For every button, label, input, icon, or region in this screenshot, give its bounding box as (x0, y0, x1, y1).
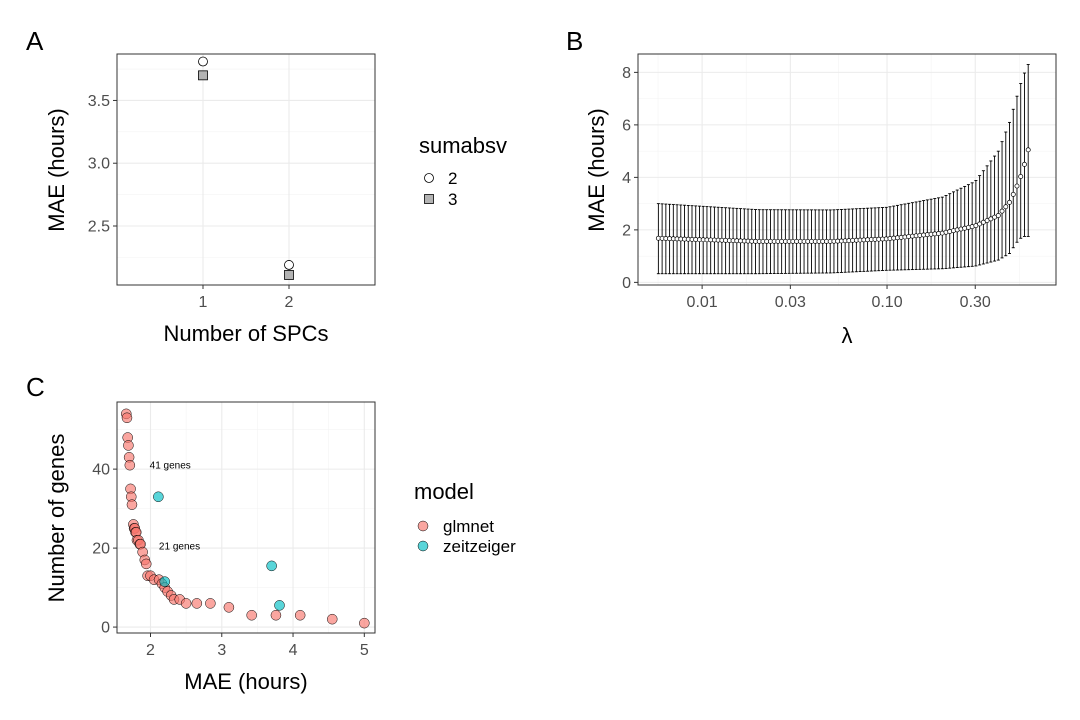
mean-mae-point (1007, 199, 1012, 205)
annotation-label: 41 genes (150, 461, 191, 472)
point-glmnet (205, 598, 216, 609)
y-tick-label: 2.5 (88, 218, 110, 235)
y-tick-label: 3.5 (88, 93, 110, 110)
mean-mae-point (995, 213, 1001, 218)
legend-label-glmnet: glmnet (443, 517, 494, 536)
mean-mae-point (1025, 147, 1031, 153)
point-sumabsv-2 (284, 260, 294, 270)
mean-mae-point (999, 208, 1005, 214)
mean-mae-point (1010, 191, 1016, 197)
x-tick-label: 3 (217, 642, 226, 659)
legend-model: model glmnet zeitzeiger (414, 479, 516, 556)
point-glmnet (180, 598, 192, 609)
point-glmnet (191, 598, 203, 609)
point-glmnet (246, 609, 257, 621)
point-glmnet (124, 459, 136, 471)
point-sumabsv-2 (198, 56, 208, 67)
point-glmnet (326, 613, 338, 625)
y-tick-label: 6 (622, 117, 631, 134)
panel-tag-b: B (566, 26, 583, 56)
y-tick-label: 40 (92, 462, 110, 479)
x-tick-label: 0.01 (687, 294, 718, 311)
panel-b-x-axis-title: λ (842, 323, 853, 348)
point-zeitzeiger (274, 600, 285, 611)
legend-label-2: 2 (448, 169, 457, 188)
point-zeitzeiger (266, 560, 277, 572)
point-sumabsv-3 (198, 70, 208, 81)
panel-a-frame (116, 53, 376, 286)
legend-sumabsv: sumabsv 2 3 (419, 133, 507, 209)
y-tick-label: 8 (622, 65, 631, 82)
y-tick-label: 0 (101, 620, 110, 637)
point-sumabsv-3 (284, 270, 294, 280)
panel-a: A 2.5 3.0 3.5 1 2 Number of SPCs MAE (hours)… (26, 26, 507, 346)
x-tick-label: 4 (289, 642, 298, 659)
legend-key-circle (424, 173, 434, 183)
x-tick-label: 5 (360, 642, 369, 659)
x-tick-label: 2 (285, 294, 294, 311)
point-glmnet (126, 499, 138, 510)
panel-tag-c: C (26, 372, 45, 402)
legend-key-glmnet (417, 520, 429, 532)
point-zeitzeiger (153, 491, 164, 503)
y-tick-label: 0 (622, 275, 631, 292)
x-tick-label: 0.03 (775, 294, 806, 311)
point-glmnet (359, 617, 370, 629)
panel-c-y-axis-title: Number of genes (44, 434, 69, 603)
legend-key-square (424, 194, 434, 204)
mean-mae-point (1003, 204, 1009, 210)
mean-mae-point (1018, 174, 1024, 179)
panel-b-frame (637, 53, 1057, 286)
y-tick-label: 4 (622, 170, 631, 187)
panel-b-y-axis-title: MAE (hours) (584, 108, 609, 231)
x-tick-label: 2 (146, 642, 155, 659)
panel-tag-a: A (26, 26, 44, 56)
panel-c-x-axis-title: MAE (hours) (184, 669, 307, 694)
point-glmnet (270, 609, 282, 621)
legend-label-3: 3 (448, 190, 457, 209)
x-tick-label: 1 (199, 294, 208, 311)
mean-mae-point (1022, 161, 1027, 167)
x-tick-label: 0.10 (871, 294, 902, 311)
mean-mae-point (1014, 183, 1020, 189)
point-zeitzeiger (159, 576, 171, 587)
point-glmnet (140, 558, 152, 570)
y-tick-label: 3.0 (88, 156, 110, 173)
legend-label-zeitzeiger: zeitzeiger (443, 537, 516, 556)
panel-a-y-axis-title: MAE (hours) (44, 108, 69, 231)
panel-c: C 0 20 40 2 3 4 5 41 genes 21 genes MAE (hours)… (26, 372, 516, 694)
x-tick-label: 0.30 (960, 294, 991, 311)
panel-c-frame (116, 401, 376, 634)
point-glmnet (223, 602, 235, 613)
point-glmnet (294, 609, 306, 621)
legend-key-zeitzeiger (417, 540, 429, 552)
legend-model-title: model (414, 479, 474, 504)
point-glmnet (123, 440, 134, 451)
annotation-label: 21 genes (159, 542, 200, 553)
y-tick-label: 2 (622, 222, 631, 239)
panel-a-x-axis-title: Number of SPCs (163, 321, 328, 346)
panel-b: B 0 2 4 6 8 0.01 0.03 0.10 0.30 λ MAE (hours) (566, 26, 1057, 348)
point-glmnet (121, 412, 133, 424)
y-tick-label: 20 (92, 541, 110, 558)
legend-sumabsv-title: sumabsv (419, 133, 507, 158)
